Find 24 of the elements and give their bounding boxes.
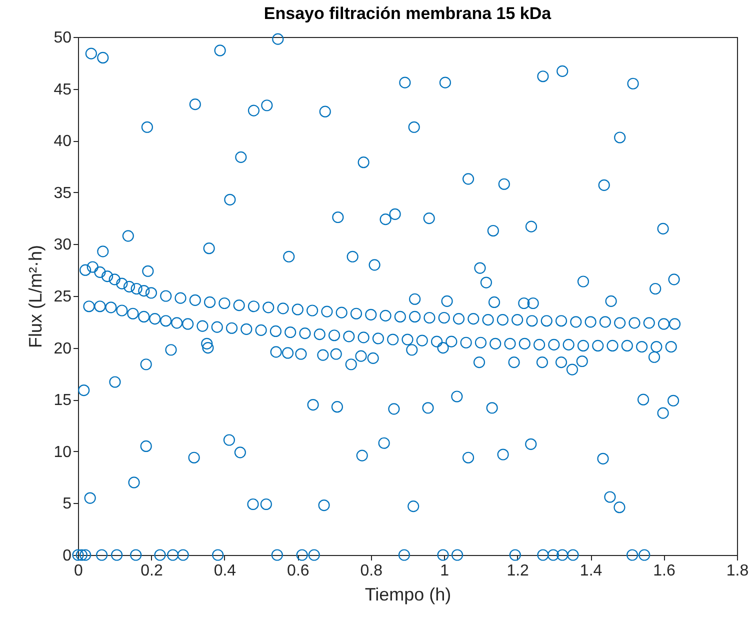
x-tick-label: 0.2	[140, 562, 163, 580]
y-tick-label: 25	[54, 288, 72, 306]
y-tick-label: 0	[62, 548, 72, 564]
y-tick-label: 20	[54, 340, 72, 358]
x-tick-label: 1.6	[653, 562, 676, 580]
y-tick-label: 35	[54, 184, 72, 202]
x-tick-label: 0.4	[214, 562, 236, 580]
chart-title: Ensayo filtración membrana 15 kDa	[264, 4, 552, 23]
x-tick-label: 1.4	[580, 562, 602, 580]
y-tick-label: 5	[62, 496, 72, 513]
y-tick-label: 10	[54, 444, 72, 461]
x-tick-label: 1.8	[726, 562, 749, 580]
y-tick-label: 15	[54, 392, 72, 410]
y-axis-title: Flux (L/m²·h)	[26, 245, 46, 348]
y-tick-label: 50	[54, 30, 72, 46]
x-tick-label: 0.6	[287, 562, 310, 580]
y-tick-label: 30	[54, 236, 72, 254]
x-tick-label: 1	[440, 562, 450, 580]
y-tick-label: 40	[54, 133, 72, 150]
x-axis-title: Tiempo (h)	[364, 584, 452, 604]
x-tick-label: 0.8	[360, 562, 383, 580]
x-tick-label: 1.2	[506, 562, 530, 580]
y-tick-label: 45	[54, 81, 72, 98]
x-tick-label: 0	[74, 562, 84, 580]
